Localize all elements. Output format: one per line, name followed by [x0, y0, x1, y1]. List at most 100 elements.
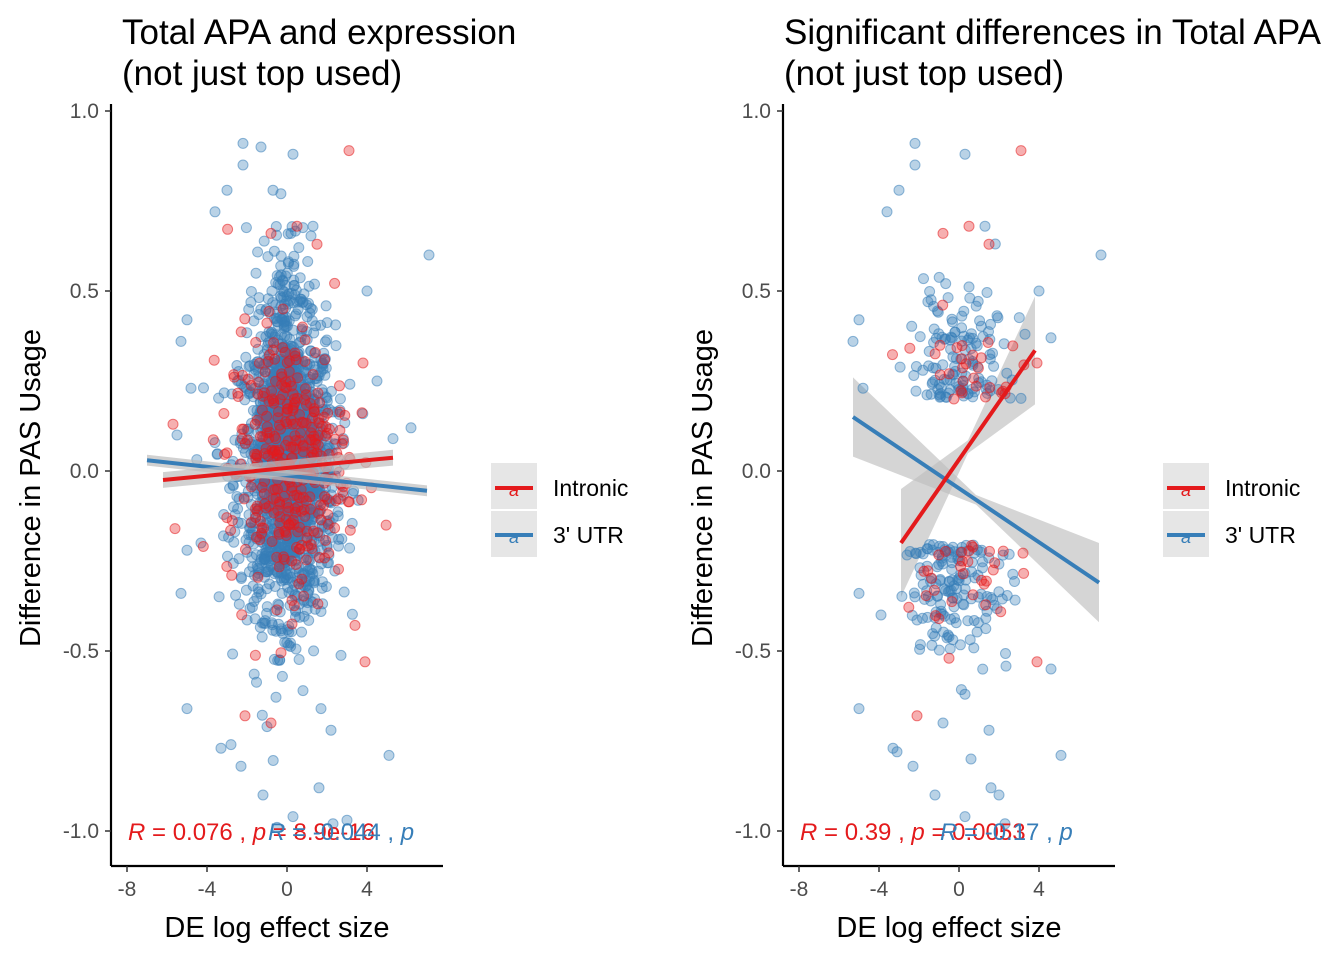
data-point-utr	[198, 382, 209, 394]
legend: a Intronic a 3' UTR	[1163, 463, 1300, 557]
data-point-utr	[335, 649, 347, 661]
data-point-intronic	[278, 551, 290, 563]
data-point-utr	[963, 281, 975, 293]
data-point-intronic	[306, 543, 318, 555]
data-point-intronic	[253, 357, 265, 369]
y-tick-label: -1.0	[735, 820, 771, 843]
data-point-intronic	[197, 541, 209, 552]
data-point-utr	[928, 323, 940, 335]
data-point-utr	[1001, 367, 1013, 379]
data-point-intronic	[289, 393, 300, 405]
data-point-utr	[914, 639, 926, 651]
data-point-intronic	[280, 382, 292, 394]
data-point-intronic	[318, 411, 330, 423]
data-point-utr	[853, 314, 865, 326]
data-point-intronic	[887, 349, 898, 361]
data-point-intronic	[322, 509, 334, 521]
y-tick-label: 0.5	[70, 280, 99, 303]
data-point-utr	[910, 385, 922, 397]
data-point-intronic	[336, 438, 348, 450]
data-point-intronic	[252, 571, 264, 583]
data-point-intronic	[320, 535, 332, 546]
data-point-utr	[958, 599, 970, 611]
data-point-utr	[980, 623, 992, 635]
data-point-utr	[303, 614, 315, 626]
data-point-intronic	[311, 238, 323, 250]
data-point-intronic	[240, 543, 251, 555]
data-point-intronic	[253, 376, 264, 388]
data-point-intronic	[232, 387, 244, 399]
legend-label-intronic: Intronic	[553, 475, 628, 501]
data-point-utr	[947, 634, 959, 646]
data-point-utr	[320, 300, 332, 312]
data-point-intronic	[957, 568, 969, 580]
stat-r-value: = 0.076 ,	[145, 819, 252, 846]
data-point-intronic	[299, 334, 311, 346]
data-point-intronic	[309, 347, 321, 358]
data-point-utr	[893, 184, 905, 196]
data-point-utr	[909, 137, 921, 149]
data-point-intronic	[982, 337, 994, 348]
data-point-intronic	[933, 613, 945, 625]
data-point-intronic	[249, 503, 261, 515]
y-tick-label: 0.0	[70, 460, 99, 483]
data-point-intronic	[250, 336, 262, 348]
data-point-intronic	[222, 223, 234, 235]
data-point-utr	[303, 280, 315, 292]
data-point-utr	[929, 789, 941, 801]
data-point-intronic	[1031, 357, 1043, 369]
x-tick-label: -4	[870, 878, 889, 901]
data-point-utr	[185, 382, 197, 394]
data-point-intronic	[359, 656, 371, 668]
data-point-intronic	[289, 350, 301, 362]
data-point-utr	[977, 663, 989, 675]
data-point-intronic	[1017, 547, 1029, 559]
data-point-utr	[423, 249, 435, 261]
data-point-intronic	[271, 604, 283, 616]
data-point-utr	[171, 429, 183, 441]
data-point-intronic	[251, 414, 263, 426]
data-point-utr	[1055, 749, 1067, 761]
data-point-intronic	[167, 418, 179, 430]
data-point-intronic	[312, 598, 324, 610]
data-point-intronic	[270, 433, 282, 445]
chart-panel-total-apa: Total APA and expression (not just top u…	[15, 13, 628, 944]
data-point-intronic	[218, 408, 230, 419]
data-point-intronic	[281, 418, 293, 430]
data-point-utr	[949, 612, 960, 624]
data-point-intronic	[274, 517, 286, 529]
data-point-intronic	[266, 385, 278, 397]
data-point-intronic	[349, 619, 361, 631]
data-point-intronic	[293, 492, 305, 504]
data-point-intronic	[943, 652, 955, 664]
data-point-intronic	[967, 589, 979, 601]
data-point-utr	[361, 285, 373, 297]
data-point-intronic	[245, 481, 257, 493]
x-tick-label: 4	[361, 878, 373, 901]
data-point-intronic	[332, 493, 344, 505]
y-tick-label: -1.0	[63, 820, 99, 843]
data-point-utr	[949, 326, 961, 338]
legend-label-utr: 3' UTR	[1225, 522, 1296, 548]
data-point-intronic	[236, 423, 248, 435]
data-point-utr	[267, 755, 279, 766]
data-point-utr	[940, 278, 952, 290]
data-point-utr	[319, 369, 331, 381]
data-point-intronic	[259, 366, 271, 378]
data-point-utr	[256, 709, 268, 721]
stat-r-value: = -0.044 ,	[285, 819, 400, 846]
data-point-intronic	[261, 317, 273, 329]
correlation-stats: R = 0.076 , p = 8.9e-16 R = -0.044 , p	[128, 819, 414, 846]
data-point-intronic	[928, 584, 940, 596]
data-point-utr	[937, 717, 949, 729]
data-point-intronic	[339, 409, 351, 421]
data-point-intronic	[290, 435, 302, 447]
data-point-utr	[993, 789, 1005, 801]
data-point-intronic	[277, 303, 289, 315]
data-point-intronic	[980, 391, 991, 403]
data-point-utr	[237, 159, 249, 171]
data-point-utr	[933, 378, 945, 390]
data-point-intronic	[1031, 656, 1043, 668]
data-point-utr	[896, 590, 908, 602]
